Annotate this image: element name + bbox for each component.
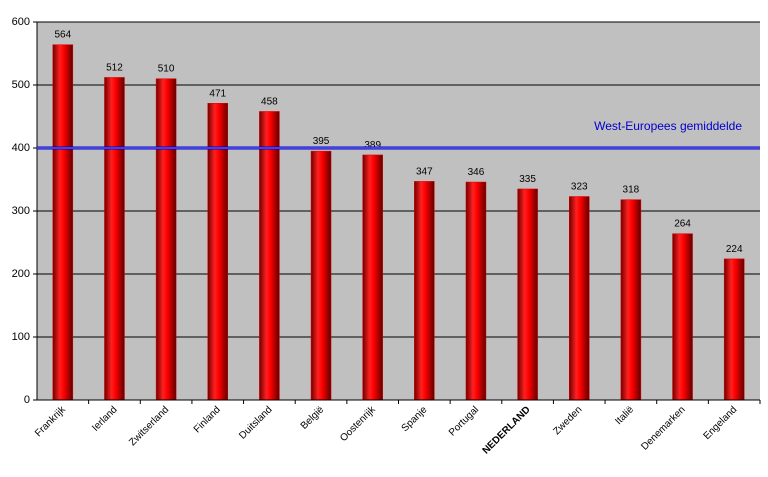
value-label: 347 — [416, 166, 433, 177]
value-label: 512 — [106, 62, 123, 73]
value-label: 224 — [726, 244, 743, 255]
bar — [672, 233, 693, 401]
bar — [104, 77, 125, 401]
bar — [569, 196, 590, 401]
value-label: 389 — [364, 140, 381, 151]
bar — [362, 154, 383, 401]
x-tick-label: Ierland — [90, 404, 119, 433]
x-tick-label: Frankrijk — [33, 404, 69, 440]
y-tick-label: 600 — [12, 16, 30, 28]
value-label: 264 — [674, 219, 691, 230]
y-tick-label: 100 — [12, 331, 30, 343]
value-label: 395 — [313, 136, 330, 147]
bar — [52, 44, 74, 401]
x-tick-label: Oostenrijk — [338, 404, 378, 444]
value-label: 346 — [468, 167, 485, 178]
x-tick-label: Finland — [192, 404, 223, 435]
value-label: 458 — [261, 96, 278, 107]
x-tick-label: België — [299, 404, 327, 432]
bar — [465, 181, 487, 401]
bar — [517, 188, 538, 401]
value-label: 510 — [158, 64, 175, 75]
y-tick-label: 300 — [12, 205, 30, 217]
y-tick-label: 500 — [12, 79, 30, 91]
x-tick-label: Portugal — [447, 404, 481, 438]
y-tick-label: 400 — [12, 142, 30, 154]
reference-label: West-Europees gemiddelde — [594, 119, 742, 133]
bar — [259, 111, 280, 401]
bar — [620, 199, 642, 401]
y-tick-label: 200 — [12, 268, 30, 280]
bar — [414, 181, 435, 401]
x-tick-label: Zweden — [551, 404, 584, 437]
value-label: 471 — [209, 88, 226, 99]
x-tick-label: Zwitserland — [127, 404, 171, 448]
x-tick-label: Italië — [613, 404, 636, 427]
bar — [723, 258, 745, 401]
value-label: 323 — [571, 182, 588, 193]
x-tick-label: Engeland — [702, 404, 740, 442]
y-tick-label: 0 — [24, 394, 30, 406]
x-tick-label: Spanje — [400, 404, 430, 434]
bar — [310, 150, 332, 401]
bar — [155, 78, 177, 401]
x-tick-label: NEDERLAND — [481, 404, 533, 456]
value-label: 335 — [519, 174, 536, 185]
x-tick-label: Denemarken — [639, 404, 687, 452]
x-tick-label: Duitsland — [237, 404, 274, 441]
value-label: 318 — [623, 185, 640, 196]
value-label: 564 — [54, 30, 71, 41]
